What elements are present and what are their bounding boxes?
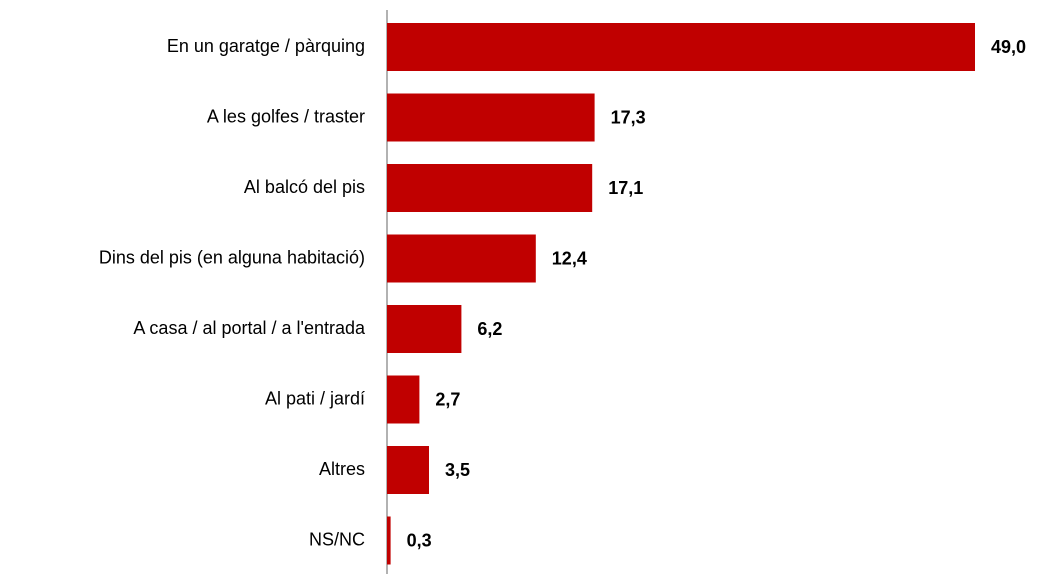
category-label: Al pati / jardí [265, 388, 365, 408]
bar [387, 375, 420, 424]
bar [387, 305, 462, 353]
bar [387, 446, 429, 494]
category-label: A les golfes / traster [207, 106, 365, 126]
bar [387, 164, 593, 212]
category-label: En un garatge / pàrquing [167, 36, 365, 56]
category-label: A casa / al portal / a l'entrada [133, 318, 366, 338]
value-label: 17,1 [608, 178, 643, 198]
value-label: 12,4 [552, 248, 587, 268]
category-label: Dins del pis (en alguna habitació) [99, 247, 365, 267]
category-label: Altres [319, 459, 365, 479]
bar [387, 234, 536, 283]
value-label: 49,0 [991, 37, 1026, 57]
bar [387, 23, 975, 71]
value-label: 0,3 [407, 530, 432, 550]
value-label: 6,2 [477, 319, 502, 339]
value-label: 3,5 [445, 460, 470, 480]
value-label: 2,7 [435, 389, 460, 409]
bar [387, 93, 595, 142]
category-label: NS/NC [309, 529, 365, 549]
category-label: Al balcó del pis [244, 177, 365, 197]
bar [387, 516, 391, 565]
value-label: 17,3 [611, 107, 646, 127]
